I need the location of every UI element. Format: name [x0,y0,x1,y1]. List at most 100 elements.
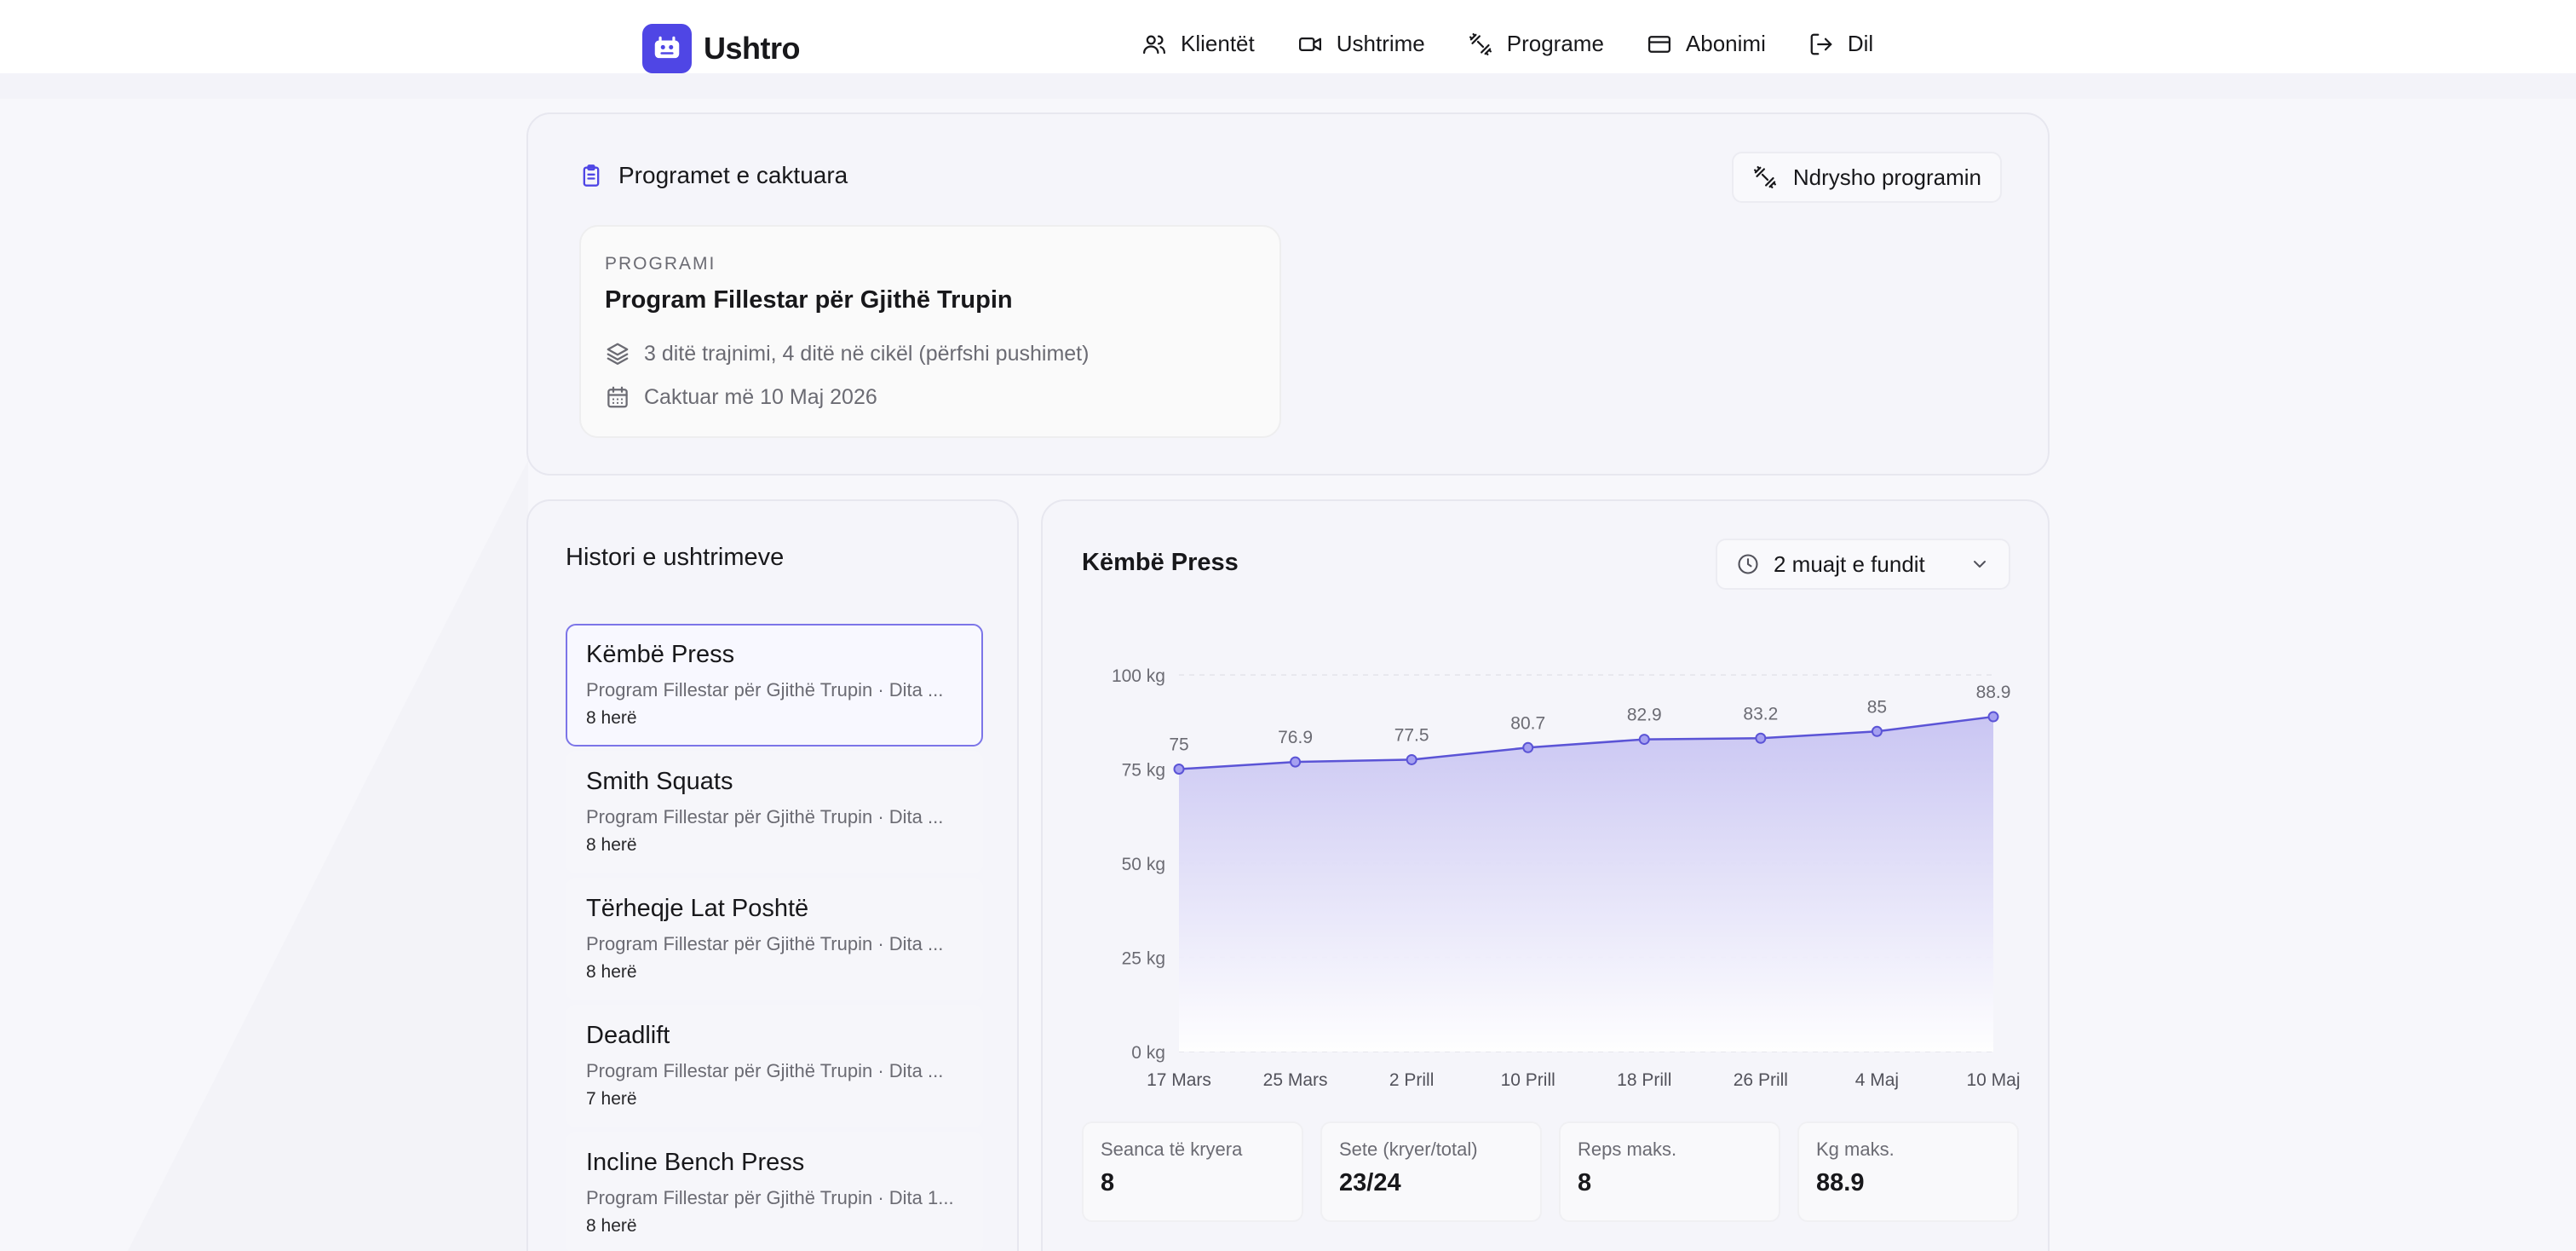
stat-label: Kg maks. [1816,1139,1895,1160]
history-item-smith-squats[interactable]: Smith Squats Program Fillestar për Gjith… [566,751,983,873]
x-tick-label: 18 Prill [1617,1070,1671,1090]
program-assigned-info: Caktuar më 10 Maj 2026 [605,384,877,410]
history-item-deadlift[interactable]: Deadlift Program Fillestar për Gjithë Tr… [566,1005,983,1127]
clipboard-icon [583,164,600,187]
stat-value: 23/24 [1339,1169,1401,1196]
range-select[interactable]: 2 muajt e fundit [1716,539,2010,590]
x-tick-label: 26 Prill [1734,1070,1788,1090]
exercise-progress-card: Këmbë Press 2 muajt e fundit 0 kg 25 kg 50… [1041,499,2050,1251]
data-point [1522,741,1534,753]
data-point [1173,764,1185,775]
x-tick-label: 25 Mars [1263,1070,1328,1090]
history-item-kembe-press[interactable]: Këmbë Press Program Fillestar për Gjithë… [566,624,983,747]
stat-value: 8 [1101,1169,1115,1196]
brand[interactable]: Ushtro [642,24,801,73]
nav-item-exercises[interactable]: Ushtrime [1297,31,1425,57]
dumbbell-icon [1753,166,1776,188]
y-tick-label: 75 kg [1122,761,1165,781]
nav-item-logout[interactable]: Dil [1808,31,1873,57]
main-nav: Klientët Ushtrime Programe [1141,31,1873,57]
nav-label: Dil [1847,31,1874,56]
nav-item-clients[interactable]: Klientët [1141,31,1255,57]
data-point [1290,756,1302,768]
program-assigned-text: Caktuar më 10 Maj 2026 [644,384,877,409]
stat-label: Sete (kryer/total) [1339,1139,1478,1160]
data-label: 77.5 [1394,725,1429,745]
data-label: 75 [1169,735,1188,755]
x-tick-label: 10 Prill [1501,1070,1555,1090]
y-tick-label: 100 kg [1112,666,1165,686]
clock-icon [1738,554,1758,574]
change-program-label: Ndrysho programin [1792,164,1981,190]
nav-label: Ushtrime [1336,31,1425,56]
assigned-programs-card: Programet e caktuara Ndrysho programin P… [526,112,2050,476]
history-item-name: Incline Bench Press [586,1149,805,1176]
program-summary[interactable]: PROGRAMI Program Fillestar për Gjithë Tr… [579,225,1281,438]
stat-sets: Sete (kryer/total) 23/24 [1320,1121,1542,1222]
nav-label: Abonimi [1685,31,1766,56]
data-point [1987,711,1999,723]
chart-area [1179,717,1993,1052]
history-item-count: 8 herë [586,835,637,855]
history-list: Këmbë Press Program Fillestar për Gjithë… [566,624,983,1251]
history-item-count: 8 herë [586,1216,637,1236]
program-name: Program Fillestar për Gjithë Trupin [605,286,1013,314]
history-item-name: Tërheqje Lat Poshtë [586,895,809,922]
exercise-history-card: Histori e ushtrimeve Këmbë Press Program… [526,499,1019,1251]
x-tick-label: 4 Maj [1855,1070,1899,1090]
exercise-title: Këmbë Press [1082,549,1239,576]
video-icon [1298,37,1321,51]
history-item-program: Program Fillestar për Gjithë Trupin · Di… [586,933,944,954]
range-select-value: 2 muajt e fundit [1774,551,1925,577]
data-point [1755,732,1767,744]
program-cycle-info: 3 ditë trajnimi, 4 ditë në cikël (përfsh… [605,341,1089,366]
history-item-incline-bench[interactable]: Incline Bench Press Program Fillestar pë… [566,1132,983,1251]
y-tick-label: 25 kg [1122,949,1165,969]
history-item-count: 7 herë [586,1089,637,1109]
history-item-name: Smith Squats [586,768,733,795]
stats-row: Seanca të kryera 8 Sete (kryer/total) 23… [1082,1121,2019,1222]
history-item-name: Këmbë Press [586,641,735,668]
brand-name: Ushtro [704,31,801,66]
data-label: 76.9 [1278,728,1313,747]
history-item-lat-pulldown[interactable]: Tërheqje Lat Poshtë Program Fillestar pë… [566,878,983,1000]
programs-title-text: Programet e caktuara [618,162,848,188]
x-tick-label: 10 Maj [1966,1070,2020,1090]
stat-label: Seanca të kryera [1101,1139,1243,1160]
dumbbell-icon [1469,32,1492,55]
top-navbar: Ushtro Klientët Ushtrime [0,0,2576,99]
nav-label: Klientët [1181,31,1255,56]
calendar-icon [607,386,628,408]
chevron-down-icon [1974,561,1986,568]
nav-item-subscription[interactable]: Abonimi [1647,31,1766,57]
history-item-count: 8 herë [586,708,637,728]
x-tick-label: 2 Prill [1389,1070,1435,1090]
nav-label: Programe [1506,31,1604,56]
data-point [1638,734,1650,746]
users-icon [1143,35,1165,54]
change-program-button[interactable]: Ndrysho programin [1731,152,2002,203]
stat-value: 8 [1578,1169,1592,1196]
history-item-count: 8 herë [586,962,637,982]
program-cycle-text: 3 ditë trajnimi, 4 ditë në cikël (përfsh… [644,341,1090,366]
history-item-program: Program Fillestar për Gjithë Trupin · Di… [586,1187,954,1208]
history-item-name: Deadlift [586,1022,670,1049]
data-point [1406,753,1417,765]
stat-max-kg: Kg maks. 88.9 [1797,1121,2019,1222]
programs-title: Programet e caktuara [579,162,848,189]
nav-item-programs[interactable]: Programe [1468,31,1604,57]
chart-line [1178,715,1994,770]
brand-logo-icon [642,24,692,73]
history-item-program: Program Fillestar për Gjithë Trupin · Di… [586,1060,944,1081]
data-point [1871,725,1883,737]
history-item-program: Program Fillestar për Gjithë Trupin · Di… [586,679,944,700]
y-tick-label: 0 kg [1131,1043,1165,1063]
stat-value: 88.9 [1816,1169,1865,1196]
credit-card-icon [1647,35,1670,53]
data-label: 82.9 [1627,706,1662,725]
history-item-program: Program Fillestar për Gjithë Trupin · Di… [586,806,944,827]
data-label: 83.2 [1743,704,1778,724]
x-tick-label: 17 Mars [1147,1070,1211,1090]
stat-max-reps: Reps maks. 8 [1559,1121,1780,1222]
